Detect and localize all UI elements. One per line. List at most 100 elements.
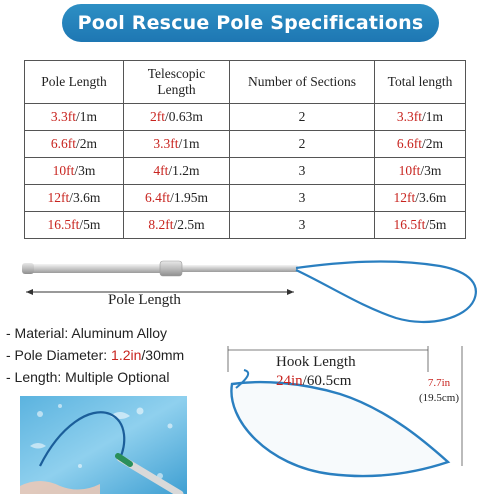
cell-tele: 2ft/0.63m xyxy=(123,103,230,131)
cell-pole-metric: /2m xyxy=(76,136,98,151)
pole-upper-section xyxy=(180,265,298,272)
cell-pole: 6.6ft/2m xyxy=(24,130,124,158)
cell-total-feet: 16.5ft xyxy=(393,217,426,232)
cell-sections-count: 3 xyxy=(298,190,306,205)
cell-pole-metric: /5m xyxy=(79,217,101,232)
pole-connector xyxy=(159,260,183,277)
cell-tele: 3.3ft/1m xyxy=(123,130,230,158)
hook-width-value: 7.7in (19.5cm) xyxy=(419,376,459,406)
feature-diameter: - Pole Diameter: 1.2in/30mm xyxy=(6,344,184,366)
feature-material: - Material: Aluminum Alloy xyxy=(6,322,184,344)
feature-diameter-inches: 1.2in xyxy=(111,347,142,363)
cell-pole: 12ft/3.6m xyxy=(24,184,124,212)
cell-sections-count: 3 xyxy=(298,163,306,178)
cell-sections: 3 xyxy=(229,211,375,239)
cell-tele-feet: 6.4ft xyxy=(144,190,171,205)
hook-tip xyxy=(235,369,250,389)
cell-sections-count: 2 xyxy=(298,109,306,124)
cell-pole: 16.5ft/5m xyxy=(24,211,124,239)
cell-pole-metric: /3.6m xyxy=(69,190,101,205)
page-title: Pool Rescue Pole Specifications xyxy=(77,12,424,34)
cell-pole: 3.3ft/1m xyxy=(24,103,124,131)
cell-total-feet: 12ft xyxy=(393,190,416,205)
cell-total-feet: 6.6ft xyxy=(396,136,423,151)
table-row: 10ft/3m 4ft/1.2m 3 10ft/3m xyxy=(24,157,466,185)
table-row: 16.5ft/5m 8.2ft/2.5m 3 16.5ft/5m xyxy=(24,211,466,239)
hook-length-value: 24in/60.5cm xyxy=(276,373,351,390)
cell-tele-metric: /1.2m xyxy=(168,163,200,178)
hook-length-cm: /60.5cm xyxy=(302,373,352,389)
cell-total-metric: /3m xyxy=(420,163,442,178)
table-header-row: Pole Length Telescopic Length Number of S… xyxy=(24,60,466,104)
cell-sections: 3 xyxy=(229,184,375,212)
hook-length-inches: 24in xyxy=(276,373,303,389)
photo-pole-grip xyxy=(115,453,133,467)
photo-hook xyxy=(39,411,126,467)
cell-tele-metric: /1m xyxy=(178,136,200,151)
cell-sections-count: 3 xyxy=(298,217,306,232)
feature-material-text: - Material: Aluminum Alloy xyxy=(6,325,168,341)
cell-pole-feet: 16.5ft xyxy=(47,217,80,232)
table-row: 12ft/3.6m 6.4ft/1.95m 3 12ft/3.6m xyxy=(24,184,466,212)
header-telescopic-line2: Length xyxy=(157,82,196,97)
pole-end-cap xyxy=(22,263,34,274)
cell-sections-count: 2 xyxy=(298,136,306,151)
cell-total: 12ft/3.6m xyxy=(374,184,466,212)
cell-pole-feet: 3.3ft xyxy=(50,109,77,124)
table-body: 3.3ft/1m 2ft/0.63m 2 3.3ft/1m 6.6ft/2m 3.3ft/… xyxy=(24,103,466,239)
cell-total: 6.6ft/2m xyxy=(374,130,466,158)
cell-tele: 6.4ft/1.95m xyxy=(123,184,230,212)
header-total-length: Total length xyxy=(374,60,466,104)
header-telescopic-line1: Telescopic xyxy=(147,66,206,81)
cell-total: 10ft/3m xyxy=(374,157,466,185)
cell-pole-metric: /3m xyxy=(74,163,96,178)
cell-tele-feet: 8.2ft xyxy=(148,217,174,232)
cell-pole-feet: 12ft xyxy=(47,190,70,205)
cell-tele: 8.2ft/2.5m xyxy=(123,211,230,239)
cell-sections: 2 xyxy=(229,130,375,158)
cell-pole: 10ft/3m xyxy=(24,157,124,185)
cell-total-metric: /1m xyxy=(422,109,444,124)
cell-total: 16.5ft/5m xyxy=(374,211,466,239)
cell-total-metric: /3.6m xyxy=(415,190,447,205)
feature-diameter-prefix: - Pole Diameter: xyxy=(6,347,112,363)
cell-pole-feet: 6.6ft xyxy=(50,136,77,151)
feature-length-text: - Length: Multiple Optional xyxy=(6,369,170,385)
cell-pole-feet: 10ft xyxy=(52,163,75,178)
cell-sections: 3 xyxy=(229,157,375,185)
cell-total-feet: 3.3ft xyxy=(396,109,423,124)
pole-length-label: Pole Length xyxy=(108,292,181,308)
spec-table: Pole Length Telescopic Length Number of S… xyxy=(24,60,466,239)
cell-tele-metric: /0.63m xyxy=(165,109,203,124)
cell-tele-feet: 3.3ft xyxy=(153,136,179,151)
title-banner: Pool Rescue Pole Specifications xyxy=(62,4,439,42)
cell-tele: 4ft/1.2m xyxy=(123,157,230,185)
header-telescopic-length: Telescopic Length xyxy=(123,60,230,104)
pole-illustration xyxy=(22,260,477,324)
cell-total-feet: 10ft xyxy=(398,163,421,178)
feature-diameter-mm: /30mm xyxy=(141,347,185,363)
cell-tele-metric: /1.95m xyxy=(170,190,208,205)
usage-photo xyxy=(20,396,187,494)
cell-pole-metric: /1m xyxy=(76,109,98,124)
feature-list: - Material: Aluminum Alloy - Pole Diamet… xyxy=(6,322,184,388)
header-number-of-sections: Number of Sections xyxy=(229,60,375,104)
cell-tele-metric: /2.5m xyxy=(173,217,205,232)
hook-width-inches: 7.7in xyxy=(427,377,451,389)
cell-tele-feet: 4ft xyxy=(153,163,169,178)
pole-hook-loop xyxy=(295,260,477,324)
header-pole-length: Pole Length xyxy=(24,60,124,104)
pole-lower-section xyxy=(28,264,164,273)
table-row: 6.6ft/2m 3.3ft/1m 2 6.6ft/2m xyxy=(24,130,466,158)
hook-loop xyxy=(230,380,451,478)
cell-total: 3.3ft/1m xyxy=(374,103,466,131)
feature-length: - Length: Multiple Optional xyxy=(6,366,184,388)
cell-total-metric: /5m xyxy=(425,217,447,232)
cell-sections: 2 xyxy=(229,103,375,131)
photo-hand xyxy=(20,481,100,494)
cell-total-metric: /2m xyxy=(422,136,444,151)
cell-tele-feet: 2ft xyxy=(150,109,166,124)
hook-width-cm: (19.5cm) xyxy=(419,392,460,404)
hook-length-label: Hook Length xyxy=(276,354,356,370)
table-row: 3.3ft/1m 2ft/0.63m 2 3.3ft/1m xyxy=(24,103,466,131)
